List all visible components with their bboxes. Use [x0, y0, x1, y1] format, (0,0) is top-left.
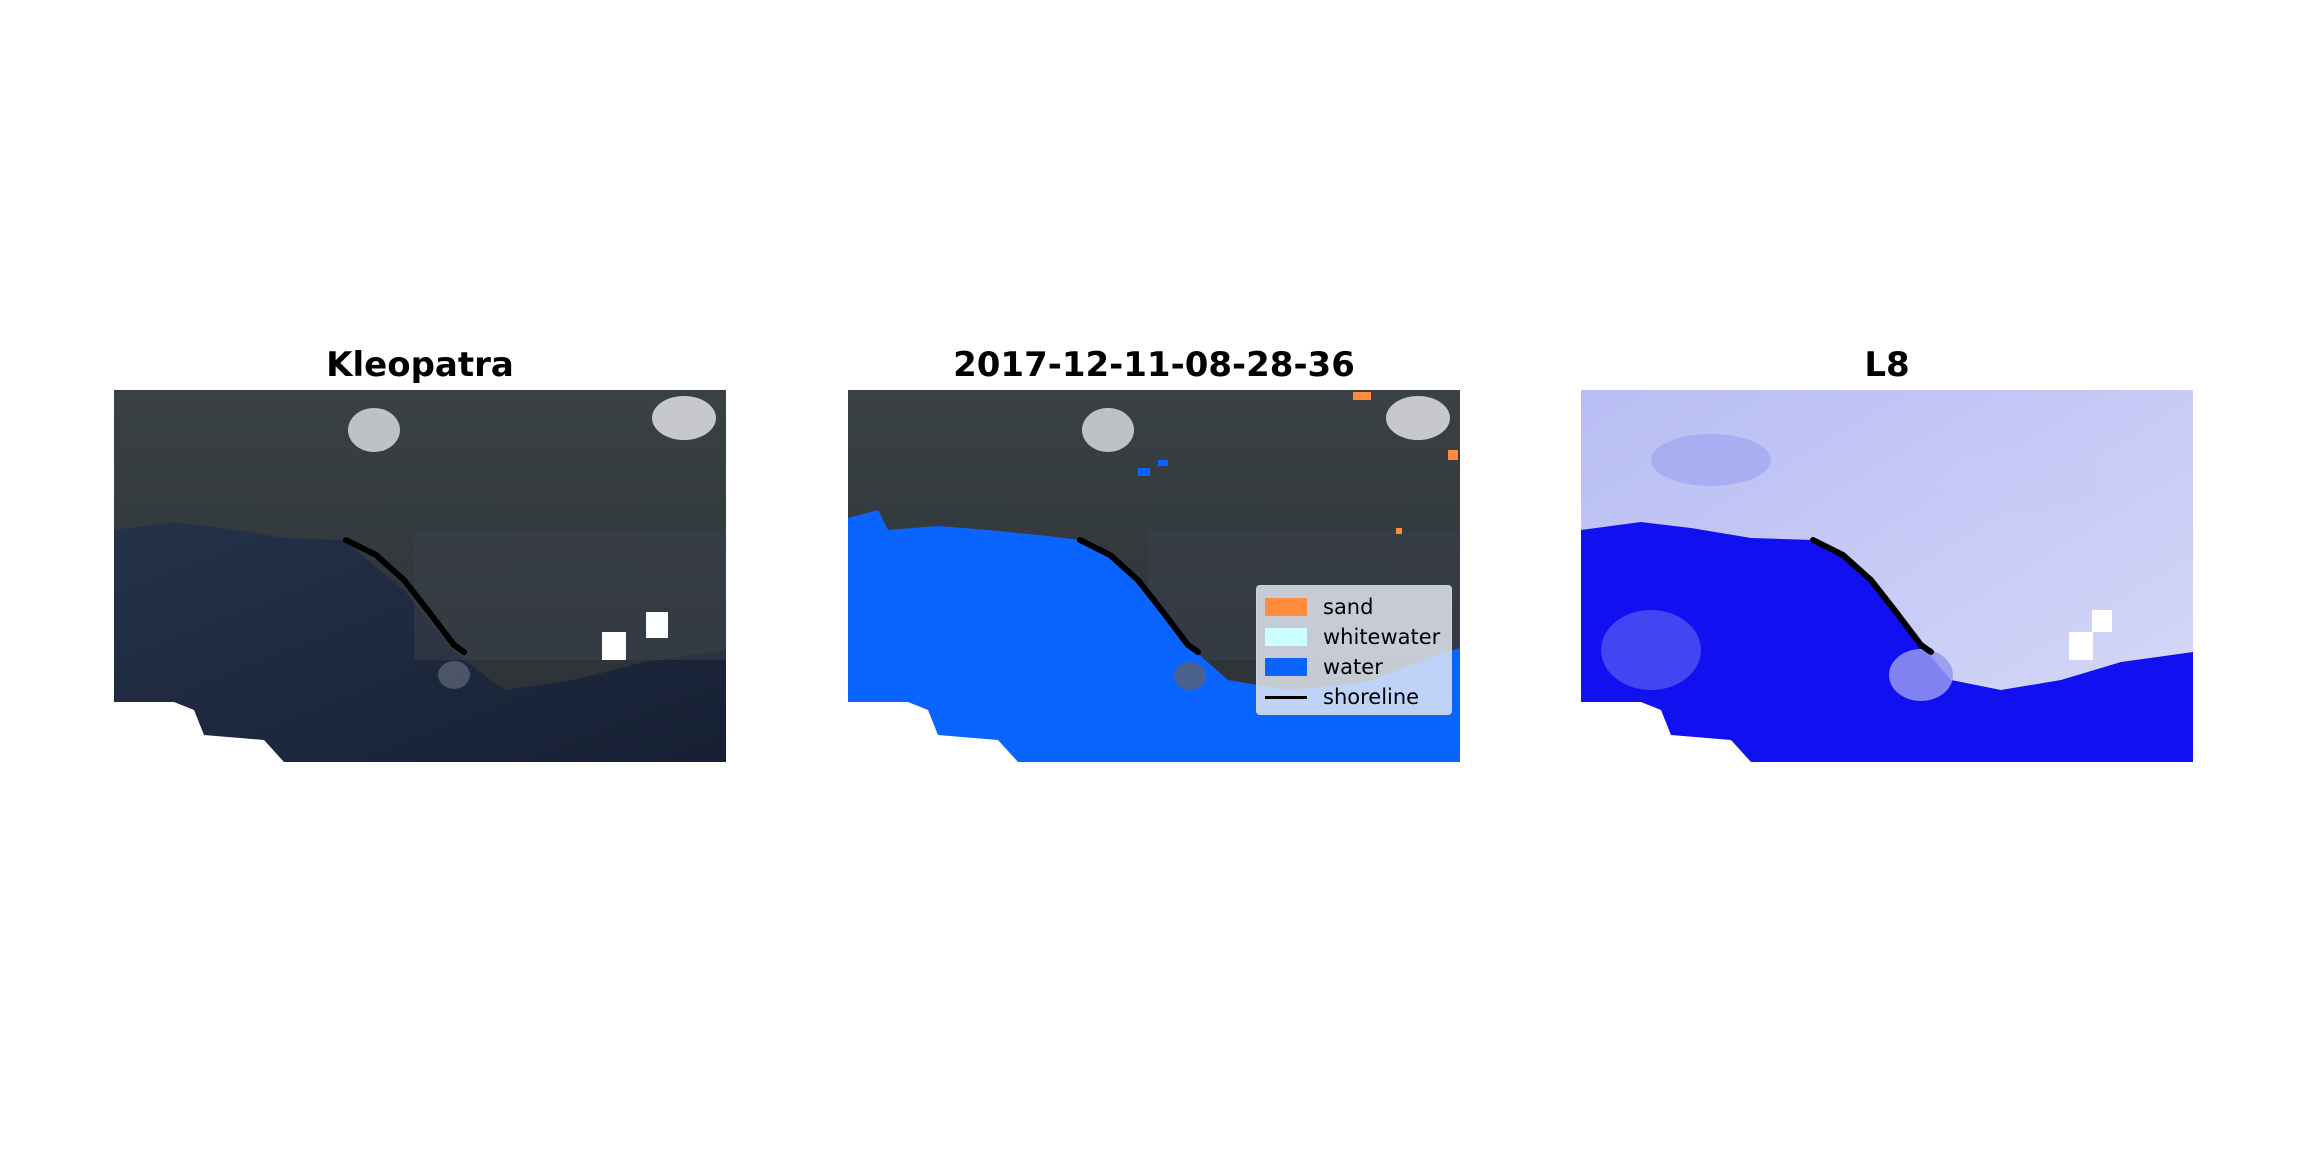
sand-class-patch	[1396, 528, 1402, 534]
legend-item-water: water	[1265, 652, 1443, 682]
panel-title-rgb: Kleopatra	[326, 345, 514, 385]
cloud	[1082, 408, 1134, 452]
sand-class-patch	[1353, 392, 1371, 400]
cloud	[652, 396, 716, 440]
legend: sand whitewater water shoreline	[1256, 585, 1452, 715]
shoreline	[1077, 537, 1201, 655]
texture-patch	[1651, 434, 1771, 486]
legend-label: shoreline	[1323, 685, 1420, 709]
texture-patch	[1941, 450, 2101, 510]
legend-item-shoreline: shoreline	[1265, 682, 1443, 712]
shoreline-swatch	[1265, 695, 1307, 699]
cloud-shadow	[1174, 662, 1206, 690]
cloud	[348, 408, 400, 452]
rgb-image-panel	[114, 390, 726, 762]
cloud-mask	[114, 702, 284, 762]
cloud-haze	[1601, 610, 1701, 690]
cloud-mask	[1581, 702, 1751, 762]
whitewater-swatch	[1265, 628, 1307, 646]
legend-item-sand: sand	[1265, 592, 1443, 622]
water-class-patch	[1138, 468, 1150, 476]
cloud-mask	[2092, 610, 2112, 632]
cloud-haze	[1889, 649, 1953, 701]
rgb-satellite-image	[114, 390, 726, 762]
panel-title-l8: L8	[1864, 345, 1910, 385]
water-area	[1581, 522, 2193, 762]
town-area	[414, 530, 726, 660]
legend-label: whitewater	[1323, 625, 1441, 649]
cloud-mask	[602, 632, 626, 660]
cloud-mask	[848, 702, 1018, 762]
cloud-mask	[2069, 632, 2093, 660]
mndwi-image	[1581, 390, 2193, 762]
lagoon	[2086, 685, 2193, 755]
cloud-shadow	[438, 661, 470, 689]
shoreline	[1810, 537, 1934, 655]
cloud	[1386, 396, 1450, 440]
legend-label: water	[1323, 655, 1383, 679]
water-swatch	[1265, 658, 1307, 676]
legend-label: sand	[1323, 595, 1374, 619]
sand-swatch	[1265, 598, 1307, 616]
shoreline	[343, 537, 467, 655]
sand-class-patch	[1448, 450, 1458, 460]
panel-title-classified: 2017-12-11-08-28-36	[953, 345, 1355, 385]
legend-item-whitewater: whitewater	[1265, 622, 1443, 652]
cloud-mask	[646, 612, 668, 638]
l8-image-panel	[1581, 390, 2193, 762]
water-class-patch	[1158, 460, 1168, 466]
